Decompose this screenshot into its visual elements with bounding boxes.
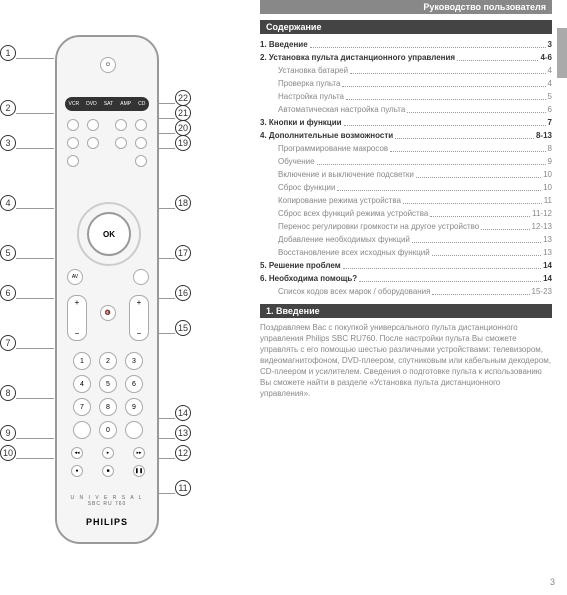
toc-entry: Включение и выключение подсветки10 <box>260 168 552 181</box>
callout-12: 12 <box>175 445 191 461</box>
num-3: 3 <box>125 352 143 370</box>
shift-button <box>73 421 91 439</box>
callout-2: 2 <box>0 100 16 116</box>
callout-20: 20 <box>175 120 191 136</box>
intro-header: 1. Введение <box>260 304 552 318</box>
audio-button <box>87 137 99 149</box>
toc-entry: Сброс функции10 <box>260 181 552 194</box>
num-6: 6 <box>125 375 143 393</box>
toc-entry: 4. Дополнительные возможности8-13 <box>260 129 552 142</box>
chapter-button <box>115 137 127 149</box>
callout-13: 13 <box>175 425 191 441</box>
stop-button: ■ <box>102 465 114 477</box>
toc-entry: Автоматическая настройка пульта6 <box>260 103 552 116</box>
callout-18: 18 <box>175 195 191 211</box>
record-button: ● <box>71 465 83 477</box>
pause-button: ❚❚ <box>133 465 145 477</box>
page-number: 3 <box>550 577 555 587</box>
toc-entry: Сброс всех функций режима устройства11-1… <box>260 207 552 220</box>
toc-entry: 2. Установка пульта дистанционного управ… <box>260 51 552 64</box>
num-1: 1 <box>73 352 91 370</box>
title-button <box>67 137 79 149</box>
power-button: ⏻ <box>100 57 116 73</box>
disc-button <box>67 155 79 167</box>
content-panel: Руководство пользователя Содержание 1. В… <box>250 0 567 595</box>
ok-button: OK <box>87 212 131 256</box>
intro-paragraph: Поздравляем Вас с покупкой универсальног… <box>260 322 552 399</box>
toc-entry: 6. Необходима помощь?14 <box>260 272 552 285</box>
remote-outline: ⏻ VCR DVD SAT AMP CD OK AV +− 🔇 +− 1 2 3… <box>55 35 159 544</box>
callout-5: 5 <box>0 245 16 261</box>
toc-entry: Добавление необходимых функций13 <box>260 233 552 246</box>
select-button <box>87 119 99 131</box>
guide-button <box>115 119 127 131</box>
setup-button <box>135 155 147 167</box>
callout-21: 21 <box>175 105 191 121</box>
callout-7: 7 <box>0 335 16 351</box>
mode-amp: AMP <box>120 101 131 107</box>
toc-entry: Обучение9 <box>260 155 552 168</box>
toc-entry: 3. Кнопки и функции7 <box>260 116 552 129</box>
callout-19: 19 <box>175 135 191 151</box>
mode-cd: CD <box>138 101 145 107</box>
learn-button <box>67 119 79 131</box>
remote-diagram-panel: 12345678910 222120191817161514131211 ⏻ V… <box>0 0 250 595</box>
num-9: 9 <box>125 398 143 416</box>
callout-10: 10 <box>0 445 16 461</box>
forward-button: ▸▸ <box>133 447 145 459</box>
func-button-1 <box>135 119 147 131</box>
num-7: 7 <box>73 398 91 416</box>
toc-header: Содержание <box>260 20 552 34</box>
callout-15: 15 <box>175 320 191 336</box>
callout-8: 8 <box>0 385 16 401</box>
page: 12345678910 222120191817161514131211 ⏻ V… <box>0 0 567 595</box>
callout-1: 1 <box>0 45 16 61</box>
toc-entry: 5. Решение проблем14 <box>260 259 552 272</box>
volume-rocker: +− <box>67 295 87 341</box>
mute-button: 🔇 <box>100 305 116 321</box>
toc-entry: Программирование макросов8 <box>260 142 552 155</box>
mode-vcr: VCR <box>69 101 80 107</box>
toc-entry: Список кодов всех марок / оборудования15… <box>260 285 552 298</box>
mode-dvd: DVD <box>86 101 97 107</box>
num-0: 0 <box>99 421 117 439</box>
sub-brand-label: U N I V E R S A LSBC RU 760 <box>57 495 157 507</box>
toc-entry: 1. Введение3 <box>260 38 552 51</box>
num-8: 8 <box>99 398 117 416</box>
callout-9: 9 <box>0 425 16 441</box>
enter-button <box>125 421 143 439</box>
rewind-button: ◂◂ <box>71 447 83 459</box>
side-tab <box>557 28 567 78</box>
toc-entry: Установка батарей4 <box>260 64 552 77</box>
toc-entry: Перенос регулировки громкости на другое … <box>260 220 552 233</box>
mode-sat: SAT <box>104 101 113 107</box>
toc-entry: Настройка пульта5 <box>260 90 552 103</box>
callout-6: 6 <box>0 285 16 301</box>
callout-22: 22 <box>175 90 191 106</box>
page-header: Руководство пользователя <box>260 0 552 14</box>
brand-label: PHILIPS <box>57 517 157 527</box>
channel-rocker: +− <box>129 295 149 341</box>
subtitle-button <box>135 137 147 149</box>
num-4: 4 <box>73 375 91 393</box>
callout-16: 16 <box>175 285 191 301</box>
num-2: 2 <box>99 352 117 370</box>
callout-17: 17 <box>175 245 191 261</box>
toc-entry: Проверка пульта4 <box>260 77 552 90</box>
play-button: ▸ <box>102 447 114 459</box>
toc-entry: Копирование режима устройства11 <box>260 194 552 207</box>
pip-button <box>133 269 149 285</box>
toc-entry: Восстановление всех исходных функций13 <box>260 246 552 259</box>
table-of-contents: 1. Введение32. Установка пульта дистанци… <box>260 38 552 298</box>
callout-11: 11 <box>175 480 191 496</box>
num-5: 5 <box>99 375 117 393</box>
av-button: AV <box>67 269 83 285</box>
mode-selector-bar: VCR DVD SAT AMP CD <box>65 97 149 111</box>
callout-4: 4 <box>0 195 16 211</box>
callout-3: 3 <box>0 135 16 151</box>
callout-14: 14 <box>175 405 191 421</box>
